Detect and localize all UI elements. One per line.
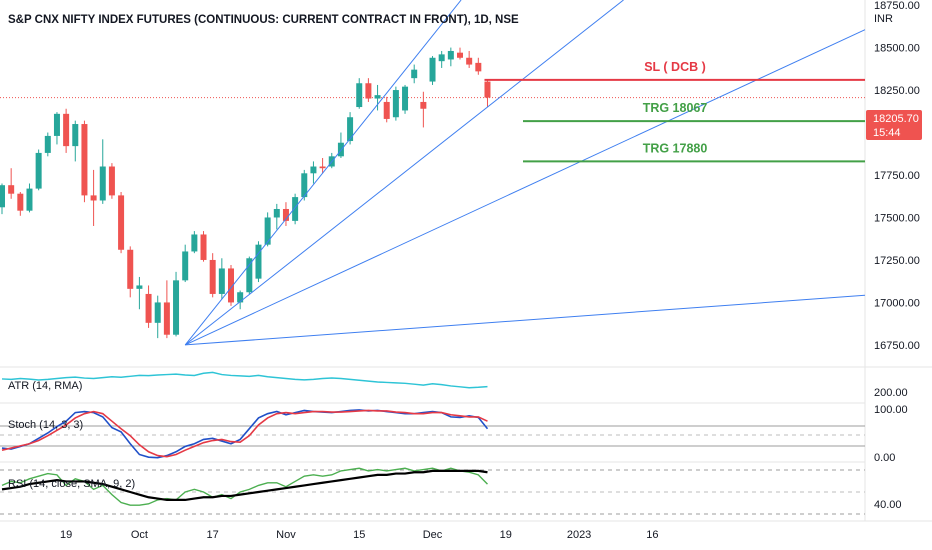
time-tick-label: Nov [276,529,296,541]
atr-pane: 200.00 [1,371,908,399]
atr-line [1,371,488,389]
rsi-title: RSI (14, close, SMA, 9, 2) [8,478,135,490]
candle-body [374,95,381,99]
candle-body [319,166,326,169]
candle-body [118,195,125,250]
price-tick-label: 18500.00 [874,43,920,55]
level-label: SL ( DCB ) [644,60,706,74]
level-label: TRG 17880 [643,141,708,155]
candle-body [402,86,409,111]
candle-body [200,234,207,260]
candle-body [264,217,271,245]
candle-body [457,52,463,58]
candle-body [191,234,198,252]
stoch-tick-label: 0.00 [874,452,895,464]
candle-body [475,62,482,72]
candle-body [127,249,134,289]
last-price-value: 18205.70 [873,113,919,125]
candle-body [90,195,97,201]
candle-body [136,285,143,289]
candle-body [255,244,262,279]
candle-body [44,135,51,153]
time-tick-label: 19 [500,529,512,541]
candle-body [246,258,253,293]
candle-body [429,57,436,82]
candle-body [17,193,24,211]
time-tick-label: 16 [646,529,658,541]
candle-body [63,113,70,147]
time-tick-label: 17 [207,529,219,541]
candle-body [273,208,280,218]
candle-body [292,197,299,221]
candle-body [356,83,363,108]
time-tick-label: 2023 [567,529,591,541]
candle-body [365,83,372,99]
candle-body [173,280,180,335]
rsi-tick-label: 40.00 [874,499,902,511]
chart-title: S&P CNX NIFTY INDEX FUTURES (CONTINUOUS:… [8,14,519,26]
fan-trend-line [184,0,624,346]
main-price-pane: 16750.00 17000.00 17250.00 17500.00 17750.00… [0,0,920,352]
candle-body [447,50,454,60]
stoch-pane: 100.00 0.00 [1,404,908,464]
rsi-sma-line [1,469,488,502]
price-tick-label: 17750.00 [874,170,920,182]
candle-body [218,268,225,294]
fan-trend-line [184,0,462,346]
last-price-badge [866,110,922,140]
price-tick-label: 17250.00 [874,255,920,267]
stoch-d-line [1,409,488,458]
candle-body [0,185,5,208]
price-tick-label: 16750.00 [874,340,920,352]
price-tick-label: 17500.00 [874,212,920,224]
time-tick-label: 19 [60,529,72,541]
fan-trend-line [184,29,866,346]
atr-title: ATR (14, RMA) [8,380,82,392]
candle-body [392,90,399,118]
candle-body [411,69,418,79]
candle-body [8,185,15,194]
time-tick-label: Oct [131,529,148,541]
candle-body [108,166,115,196]
price-tick-label: 18250.00 [874,85,920,97]
candle-body [347,117,354,142]
rsi-pane: 40.00 [1,467,902,511]
currency-label: INR [874,13,893,25]
time-tick-label: Dec [423,529,443,541]
price-tick-label: 18750.00 [874,0,920,12]
time-axis: 19 Oct 17 Nov 15 Dec 19 2023 16 [60,529,658,541]
candle-body [81,124,88,196]
stoch-title: Stoch (14, 3, 3) [8,419,83,431]
candle-body [53,113,60,136]
candle-body [35,152,42,189]
candle-body [145,293,152,323]
candle-body [310,166,317,174]
candle-body [182,251,189,281]
atr-tick-label: 200.00 [874,387,908,399]
candle-body [72,124,79,147]
candle-body [420,101,427,109]
candle-body [99,166,106,201]
candle-body [282,208,289,221]
stoch-tick-label: 100.00 [874,404,908,416]
candle-body [209,259,216,294]
candle-body [484,81,491,98]
candle-body [301,173,308,198]
last-price-time: 15:44 [873,127,901,139]
candle-body [154,302,161,323]
candle-body [228,268,234,303]
level-label: TRG 18067 [643,101,708,115]
candle-body [438,54,445,62]
candle-body [466,57,473,65]
candle-body [383,101,390,119]
candle-body [163,302,170,335]
candle-body [26,188,33,211]
price-tick-label: 17000.00 [874,297,920,309]
time-tick-label: 15 [353,529,365,541]
candle-body [237,292,244,303]
stoch-k-line [1,409,489,459]
fan-trend-line [185,294,866,346]
